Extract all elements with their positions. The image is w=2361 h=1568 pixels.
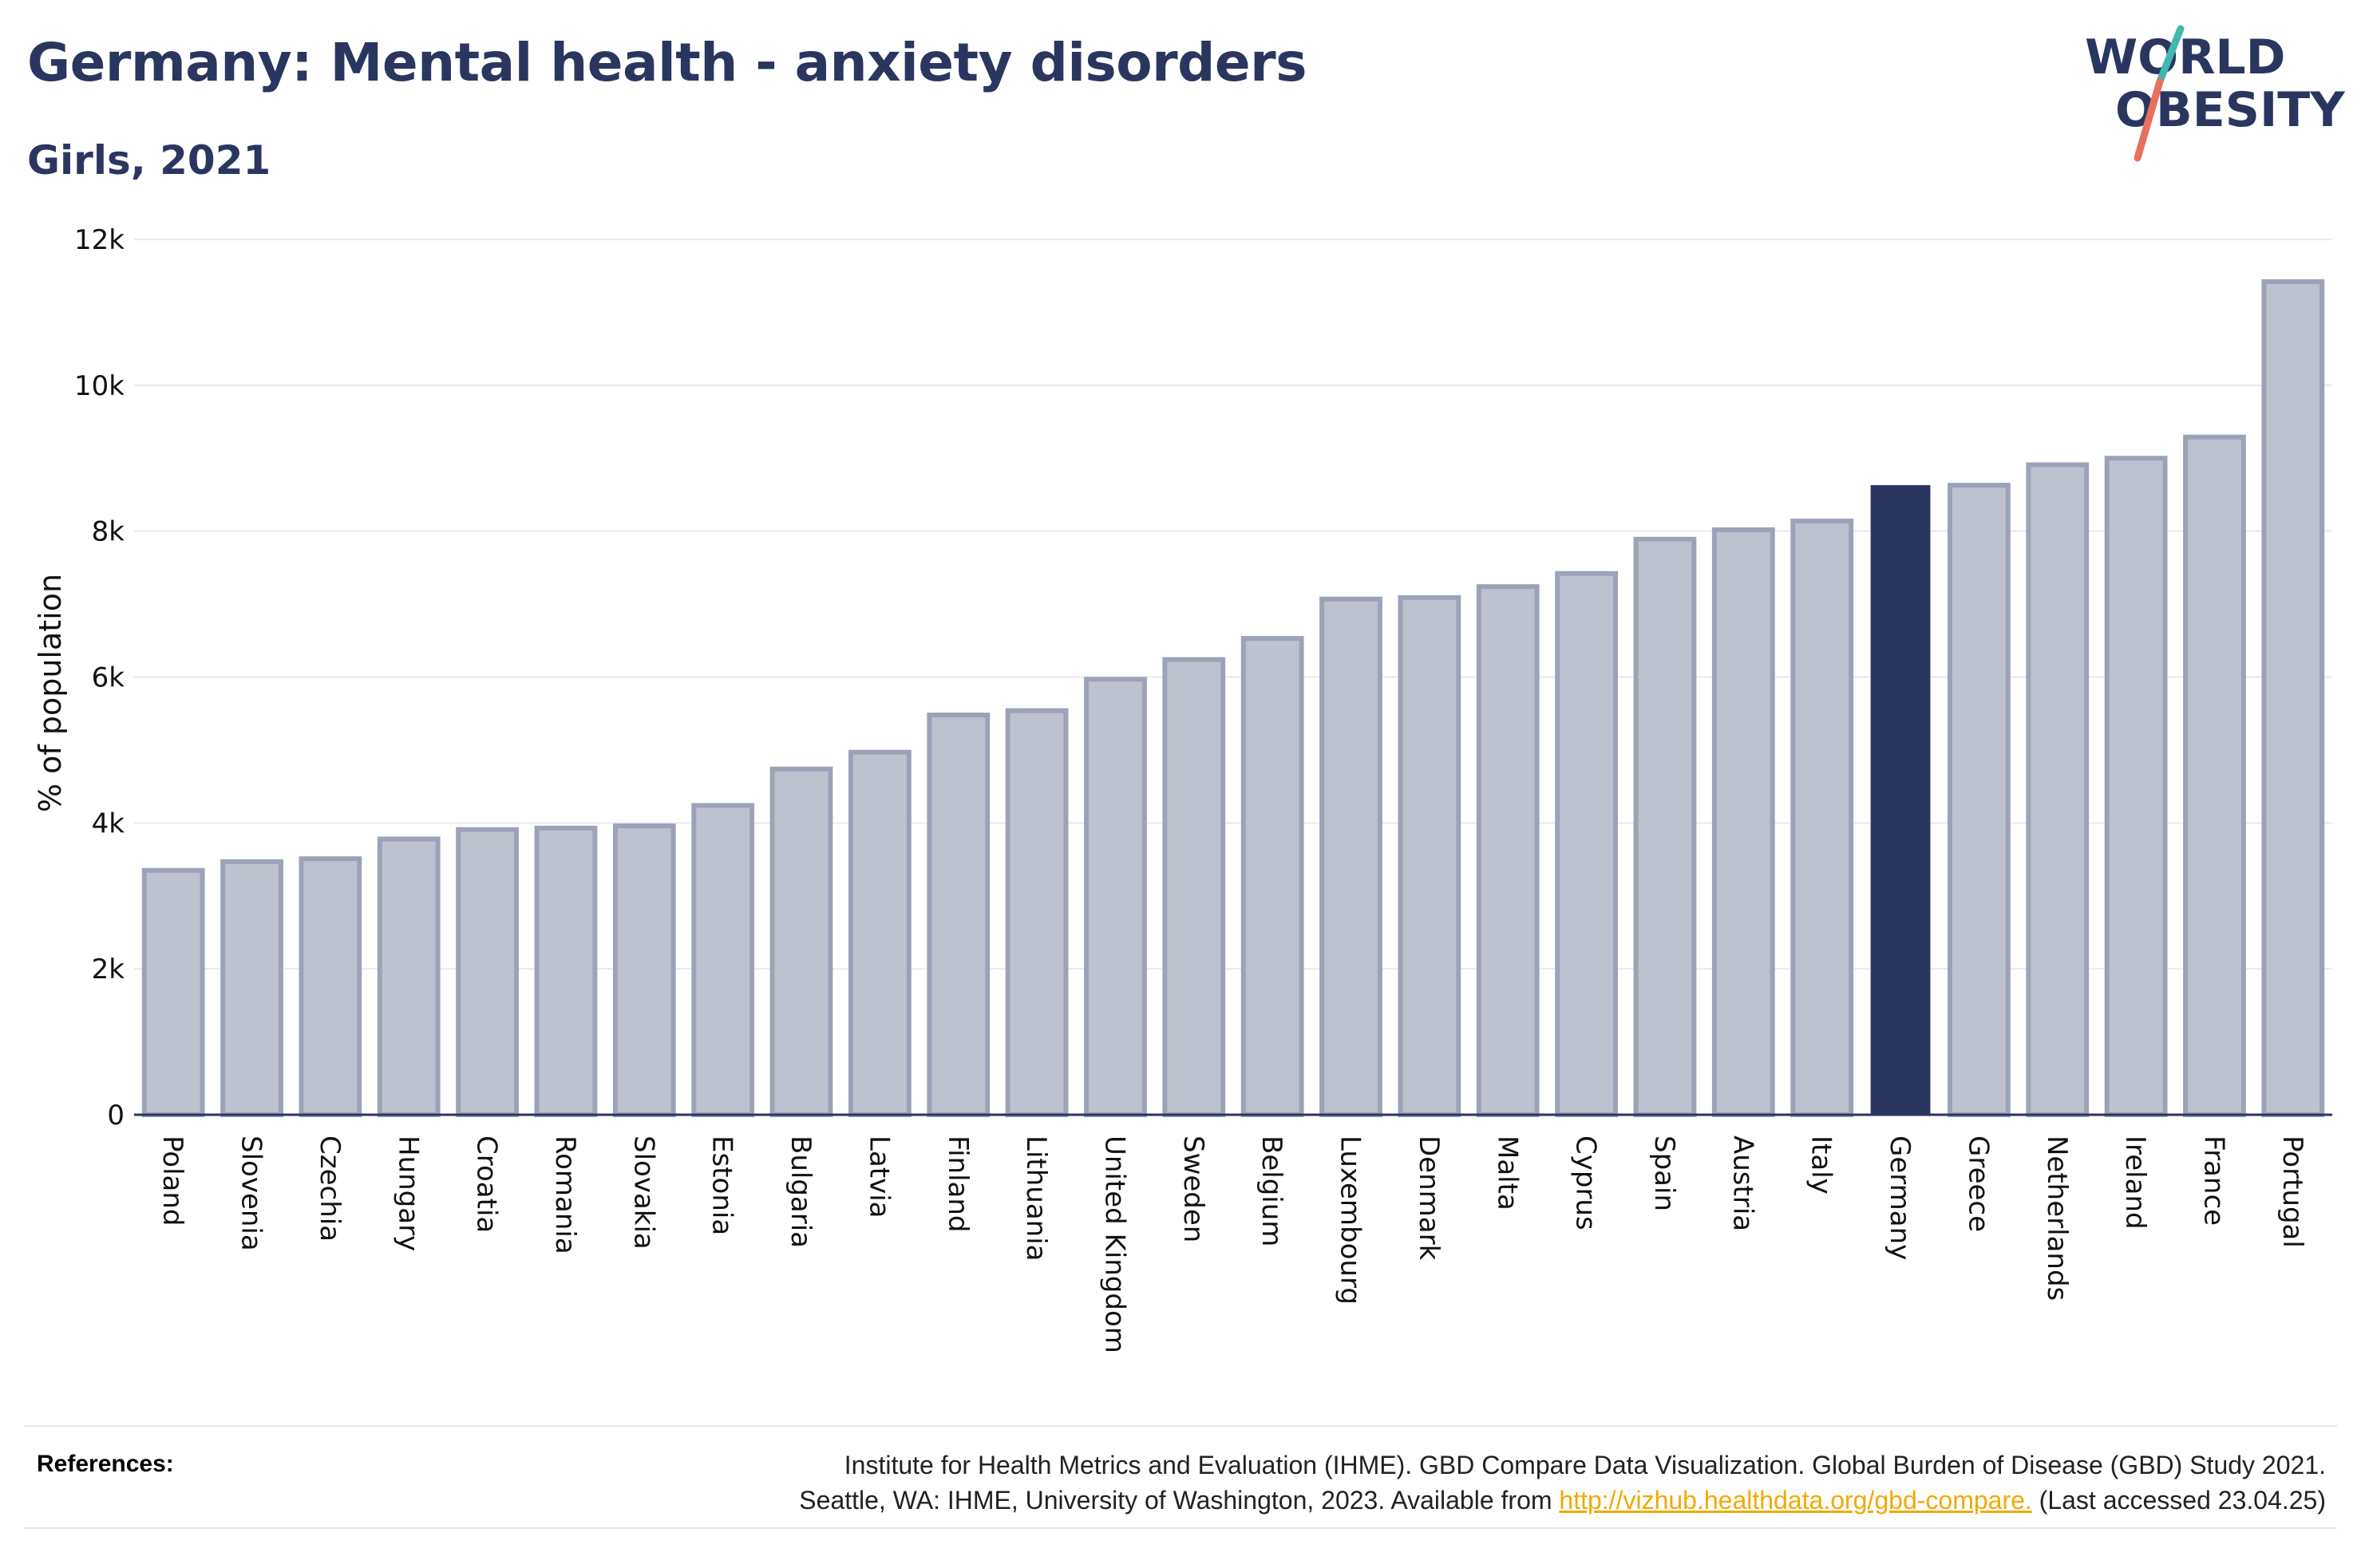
references-text: Institute for Health Metrics and Evaluat…: [799, 1448, 2326, 1518]
y-tick-label: 4k: [92, 808, 125, 839]
bar-slovenia: [220, 859, 283, 1117]
x-tick-label: Slovakia: [627, 1136, 659, 1250]
x-tick-label: Sweden: [1177, 1136, 1209, 1242]
bar-lithuania: [1005, 708, 1069, 1118]
bar-ireland: [2104, 456, 2168, 1117]
bar-estonia: [691, 803, 755, 1117]
y-tick-label: 8k: [92, 516, 125, 548]
bar-austria: [1711, 527, 1775, 1117]
x-tick-label: Italy: [1805, 1136, 1837, 1195]
x-tick-label: Luxembourg: [1335, 1136, 1366, 1305]
bar-cyprus: [1555, 571, 1618, 1117]
bar-hungary: [377, 836, 441, 1117]
bar-malta: [1476, 584, 1540, 1117]
bar-sweden: [1162, 657, 1226, 1117]
bar-slovakia: [612, 823, 676, 1117]
references-line-2-prefix: Seattle, WA: IHME, University of Washing…: [799, 1486, 1560, 1515]
references-line-2: Seattle, WA: IHME, University of Washing…: [799, 1483, 2326, 1518]
bar-portugal: [2261, 279, 2325, 1118]
x-tick-label: Lithuania: [1020, 1136, 1052, 1261]
x-tick-label: Denmark: [1413, 1136, 1445, 1261]
y-tick-label: 10k: [74, 370, 125, 402]
references-line-1: Institute for Health Metrics and Evaluat…: [844, 1451, 2326, 1479]
chart-title: Germany: Mental health - anxiety disorde…: [27, 32, 1307, 93]
logo-text-world: WORLD: [2085, 30, 2285, 85]
x-tick-label: Czechia: [314, 1136, 346, 1242]
bar-romania: [534, 825, 598, 1118]
x-tick-label: Greece: [1962, 1136, 1994, 1232]
x-tick-label: Estonia: [706, 1136, 738, 1235]
bar-germany: [1870, 484, 1931, 1116]
x-tick-label: Portugal: [2276, 1136, 2308, 1248]
logo-slash-teal: [2156, 25, 2185, 85]
y-tick-label: 6k: [92, 662, 125, 694]
bar-denmark: [1398, 594, 1461, 1117]
x-tick-label: Germany: [1884, 1136, 1916, 1260]
bar-finland: [927, 713, 991, 1118]
world-obesity-logo: WORLD OBESITY: [2085, 25, 2346, 162]
bar-bulgaria: [769, 766, 833, 1117]
references-link[interactable]: http://vizhub.healthdata.org/gbd-compare…: [1559, 1486, 2032, 1515]
x-tick-label: Romania: [549, 1136, 581, 1254]
x-tick-label: Bulgaria: [785, 1136, 817, 1248]
bar-france: [2183, 434, 2246, 1117]
bar-luxembourg: [1319, 596, 1382, 1117]
x-tick-label: Hungary: [392, 1136, 424, 1251]
x-tick-label: Ireland: [2119, 1136, 2151, 1230]
bar-belgium: [1240, 636, 1304, 1117]
x-tick-label: Croatia: [471, 1136, 503, 1233]
x-tick-label: Netherlands: [2041, 1136, 2073, 1301]
bar-united-kingdom: [1084, 677, 1147, 1117]
bar-greece: [1948, 483, 2011, 1117]
x-tick-label: France: [2197, 1136, 2229, 1226]
x-tick-label: Poland: [156, 1136, 188, 1226]
bar-spain: [1633, 536, 1697, 1117]
x-tick-label: Slovenia: [235, 1136, 267, 1251]
bar-italy: [1790, 518, 1854, 1117]
bar-croatia: [456, 827, 519, 1117]
x-tick-label: Latvia: [863, 1136, 895, 1218]
x-tick-label: Malta: [1491, 1136, 1523, 1211]
x-tick-label: United Kingdom: [1098, 1136, 1130, 1353]
logo-slash-coral: [2134, 77, 2164, 162]
x-tick-label: Spain: [1648, 1136, 1680, 1211]
y-tick-label: 0: [107, 1100, 125, 1132]
references-line-2-suffix: (Last accessed 23.04.25): [2031, 1486, 2326, 1515]
bar-latvia: [848, 749, 912, 1117]
x-tick-label: Austria: [1726, 1136, 1758, 1231]
bar-poland: [141, 867, 205, 1117]
bar-chart: 0 2k 4k 6k 8k 10k 12k % of population Poland Slov…: [33, 224, 2332, 1353]
bar-czechia: [299, 856, 362, 1117]
y-tick-label: 2k: [92, 954, 125, 985]
x-tick-label: Finland: [942, 1136, 974, 1233]
bar-netherlands: [2026, 462, 2090, 1117]
x-tick-label: Cyprus: [1570, 1136, 1602, 1230]
references-section: References: Institute for Health Metrics…: [24, 1425, 2337, 1529]
y-tick-label: 12k: [74, 224, 125, 256]
y-axis-label: % of population: [33, 574, 68, 812]
references-label: References:: [37, 1451, 174, 1477]
x-tick-label: Belgium: [1256, 1136, 1287, 1246]
chart-subtitle: Girls, 2021: [27, 137, 271, 184]
